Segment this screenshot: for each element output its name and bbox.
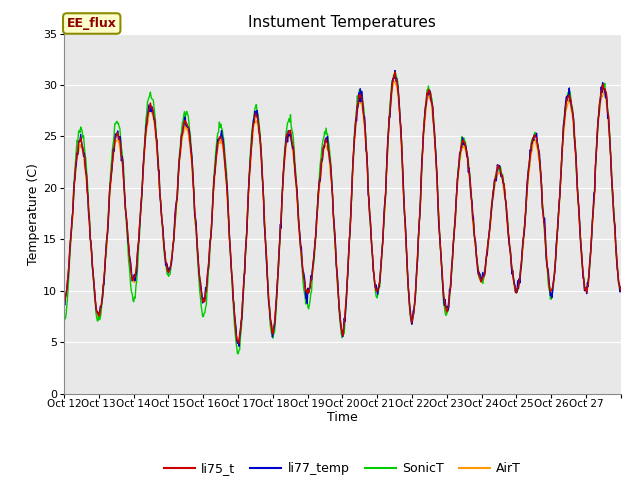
Line: SonicT: SonicT [64, 73, 621, 354]
AirT [401, 224, 409, 229]
AirT [256, 141, 264, 146]
AirT [234, 339, 242, 345]
li77_temp [391, 68, 399, 73]
SonicT [234, 351, 242, 357]
li75_t [391, 69, 399, 75]
Legend: li75_t, li77_temp, SonicT, AirT: li75_t, li77_temp, SonicT, AirT [159, 457, 526, 480]
li75_t [433, 167, 440, 172]
Line: li75_t: li75_t [64, 72, 621, 343]
li77_temp [401, 217, 409, 223]
AirT [390, 79, 397, 84]
li77_temp [235, 343, 243, 349]
li75_t [235, 340, 243, 346]
li75_t [228, 271, 236, 276]
SonicT [433, 164, 440, 169]
li77_temp [125, 252, 133, 258]
SonicT [228, 272, 236, 277]
SonicT [401, 220, 409, 226]
li75_t [125, 252, 133, 257]
AirT [125, 253, 133, 259]
AirT [228, 270, 236, 276]
li77_temp [256, 133, 264, 139]
AirT [60, 300, 68, 305]
SonicT [392, 71, 399, 76]
li75_t [256, 136, 264, 142]
li77_temp [60, 299, 68, 304]
SonicT [617, 284, 625, 290]
Text: EE_flux: EE_flux [67, 17, 116, 30]
li77_temp [277, 225, 285, 231]
SonicT [60, 320, 68, 325]
Line: li77_temp: li77_temp [64, 71, 621, 346]
li77_temp [433, 163, 440, 169]
SonicT [256, 131, 264, 136]
li75_t [277, 218, 285, 224]
SonicT [125, 264, 133, 270]
AirT [433, 169, 440, 175]
li75_t [60, 296, 68, 301]
SonicT [277, 214, 285, 219]
Y-axis label: Temperature (C): Temperature (C) [27, 163, 40, 264]
li75_t [401, 222, 409, 228]
li77_temp [228, 273, 236, 278]
li77_temp [617, 285, 625, 290]
AirT [617, 288, 625, 293]
X-axis label: Time: Time [327, 410, 358, 423]
li75_t [617, 288, 625, 294]
AirT [277, 219, 285, 225]
Title: Instument Temperatures: Instument Temperatures [248, 15, 436, 30]
Line: AirT: AirT [64, 82, 621, 342]
